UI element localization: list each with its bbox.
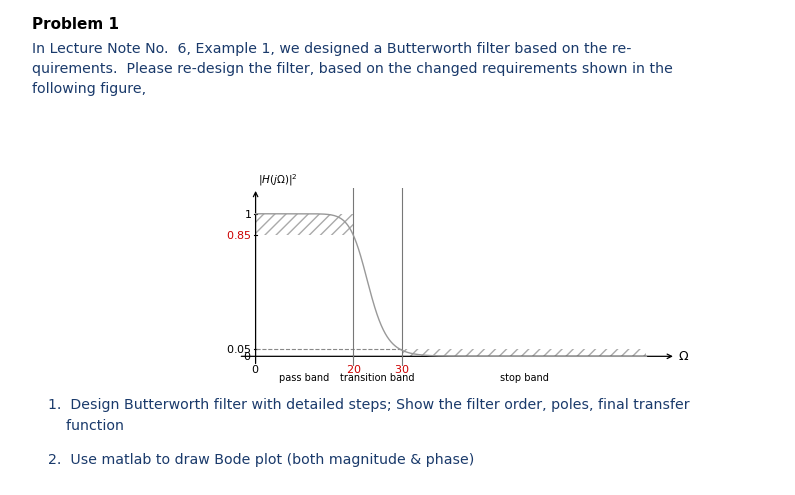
Text: $30$: $30$ bbox=[394, 363, 410, 375]
Text: $\Omega$: $\Omega$ bbox=[678, 350, 689, 363]
Text: $20$: $20$ bbox=[346, 363, 361, 375]
Text: Problem 1: Problem 1 bbox=[32, 17, 118, 32]
Text: $0.85$: $0.85$ bbox=[227, 229, 252, 241]
Text: $|H(j\Omega)|^2$: $|H(j\Omega)|^2$ bbox=[258, 172, 297, 188]
Text: 2.  Use matlab to draw Bode plot (both magnitude & phase): 2. Use matlab to draw Bode plot (both ma… bbox=[48, 453, 474, 467]
Text: 1.  Design Butterworth filter with detailed steps; Show the filter order, poles,: 1. Design Butterworth filter with detail… bbox=[48, 398, 689, 433]
Text: In Lecture Note No.  6, Example 1, we designed a Butterworth filter based on the: In Lecture Note No. 6, Example 1, we des… bbox=[32, 42, 673, 96]
Text: $0.05$: $0.05$ bbox=[226, 343, 252, 355]
Text: $1$: $1$ bbox=[244, 208, 252, 220]
Text: $0$: $0$ bbox=[251, 363, 260, 375]
Text: transition band: transition band bbox=[340, 373, 415, 383]
Text: pass band: pass band bbox=[279, 373, 330, 383]
Text: stop band: stop band bbox=[500, 373, 549, 383]
Text: $0$: $0$ bbox=[243, 350, 252, 362]
